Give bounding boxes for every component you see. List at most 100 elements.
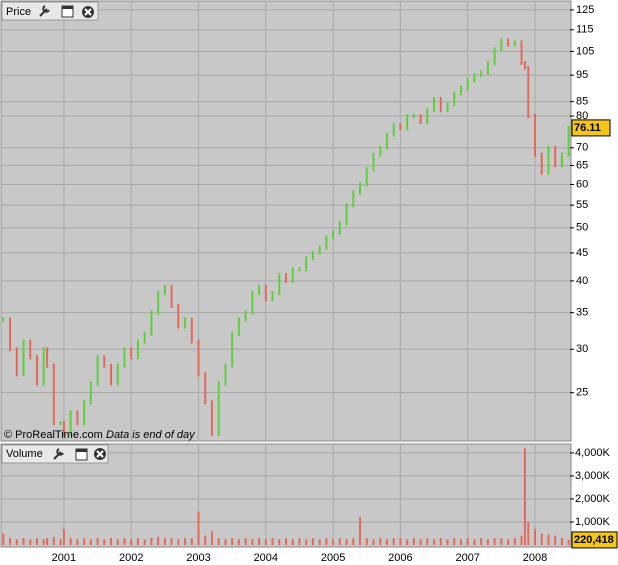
wrench-icon[interactable] <box>39 5 50 17</box>
y-tick-label: 50 <box>576 222 588 234</box>
price-bar <box>130 347 133 360</box>
close-icon[interactable] <box>94 448 106 460</box>
price-bar <box>237 317 240 336</box>
price-bar <box>473 73 476 83</box>
x-tick-label: 2005 <box>321 552 345 564</box>
y-tick-label: 1,000K <box>575 516 611 528</box>
volume-bar <box>217 538 220 545</box>
price-bar <box>184 317 187 329</box>
price-bar <box>439 96 442 113</box>
x-tick-label: 2006 <box>388 552 412 564</box>
y-tick-label: 40 <box>576 275 588 287</box>
y-tick-label: 25 <box>576 387 588 399</box>
price-bar <box>76 410 79 426</box>
volume-bar <box>305 539 308 545</box>
x-tick-label: 2004 <box>254 552 278 564</box>
price-bar <box>83 400 86 426</box>
volume-bar <box>453 538 456 545</box>
volume-bar <box>251 539 254 545</box>
volume-bar <box>59 539 62 545</box>
price-bar <box>419 114 422 125</box>
price-bar <box>224 363 227 386</box>
price-bar <box>399 123 402 131</box>
price-bar <box>136 339 139 360</box>
close-icon[interactable] <box>82 6 94 18</box>
x-tick-label: 2007 <box>455 552 479 564</box>
x-tick-label: 2002 <box>119 552 143 564</box>
credit: © ProRealTime.com <box>4 429 103 441</box>
wrench-icon[interactable] <box>53 448 64 460</box>
price-bar <box>406 114 409 131</box>
y-tick-label: 85 <box>576 96 588 108</box>
volume-bar <box>52 536 55 545</box>
last-price-label: 76.11 <box>574 122 601 134</box>
price-bar <box>177 303 180 329</box>
y-tick-label: 30 <box>576 343 588 355</box>
price-bar <box>500 38 503 52</box>
volume-bar <box>264 539 267 545</box>
price-bar <box>210 400 213 437</box>
price-bar <box>359 182 362 195</box>
price-bar <box>392 123 395 137</box>
price-bar <box>426 108 429 125</box>
price-bar <box>170 284 173 308</box>
price-bar <box>258 284 261 296</box>
price-bar <box>217 381 220 437</box>
volume-bar <box>130 539 133 545</box>
volume-bar <box>311 538 314 545</box>
price-bar <box>143 331 146 344</box>
price-header <box>1 1 99 21</box>
price-bar <box>89 381 92 405</box>
volume-bar <box>332 539 335 545</box>
price-bar <box>446 102 449 113</box>
volume-bar <box>110 538 113 545</box>
window-icon[interactable] <box>61 5 74 18</box>
price-bar <box>365 167 368 187</box>
volume-bar <box>231 538 234 545</box>
volume-bar <box>170 538 173 545</box>
volume-bar <box>439 538 442 545</box>
price-bar <box>150 310 153 336</box>
volume-bar <box>35 538 38 545</box>
volume-bar <box>493 538 496 545</box>
volume-bar <box>547 534 550 545</box>
price-bar <box>15 347 18 377</box>
price-bar <box>412 114 415 119</box>
price-bar <box>52 363 55 426</box>
volume-bar <box>291 539 294 545</box>
volume-bar <box>523 448 526 545</box>
price-bar <box>271 291 274 302</box>
volume-bar <box>399 538 402 545</box>
y-tick-label: 4,000K <box>575 447 611 459</box>
x-tick-label: 2008 <box>523 552 547 564</box>
price-bar <box>466 78 469 91</box>
volume-bar <box>157 536 160 545</box>
volume-bar <box>567 539 570 545</box>
volume-bar <box>116 539 119 545</box>
price-bar <box>9 317 12 352</box>
volume-bar <box>466 538 469 545</box>
price-bar <box>332 230 335 240</box>
volume-bar <box>298 538 301 545</box>
volume-bar <box>210 531 213 545</box>
volume-bar <box>527 521 530 545</box>
volume-bar <box>190 538 193 545</box>
volume-bar <box>318 539 321 545</box>
price-bar <box>325 235 328 250</box>
window-icon[interactable] <box>75 448 88 461</box>
volume-bar <box>480 538 483 545</box>
price-panel <box>0 0 572 442</box>
volume-bar <box>15 539 18 545</box>
volume-bar <box>278 539 281 545</box>
y-tick-label: 45 <box>576 247 588 259</box>
volume-bar <box>184 538 187 545</box>
volume-bar <box>345 539 348 545</box>
price-bar <box>318 245 321 255</box>
last-volume-label: 220,418 <box>574 534 614 546</box>
volume-bar <box>352 538 355 545</box>
price-bar <box>560 152 563 168</box>
x-tick-label: 2001 <box>52 552 76 564</box>
price-bar <box>433 96 436 113</box>
price-bar <box>291 267 294 283</box>
volume-bar <box>237 539 240 545</box>
